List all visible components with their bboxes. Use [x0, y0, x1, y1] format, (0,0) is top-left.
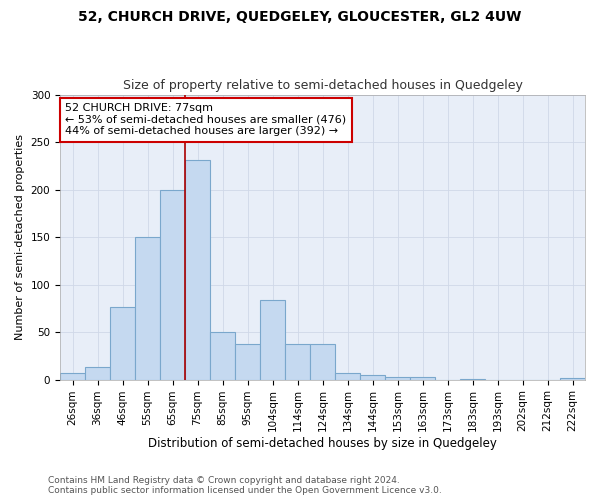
Bar — [85, 367, 110, 380]
Bar — [185, 160, 210, 380]
Bar — [160, 190, 185, 380]
Text: Contains HM Land Registry data © Crown copyright and database right 2024.
Contai: Contains HM Land Registry data © Crown c… — [48, 476, 442, 495]
Bar — [60, 373, 85, 380]
Bar — [335, 373, 360, 380]
Text: 52, CHURCH DRIVE, QUEDGELEY, GLOUCESTER, GL2 4UW: 52, CHURCH DRIVE, QUEDGELEY, GLOUCESTER,… — [79, 10, 521, 24]
Bar — [560, 378, 585, 380]
X-axis label: Distribution of semi-detached houses by size in Quedgeley: Distribution of semi-detached houses by … — [148, 437, 497, 450]
Bar — [110, 308, 135, 380]
Bar — [410, 376, 435, 380]
Bar — [135, 237, 160, 380]
Bar — [310, 344, 335, 380]
Y-axis label: Number of semi-detached properties: Number of semi-detached properties — [15, 134, 25, 340]
Bar — [385, 376, 410, 380]
Bar — [260, 300, 285, 380]
Bar — [210, 332, 235, 380]
Bar — [285, 344, 310, 380]
Bar — [235, 344, 260, 380]
Title: Size of property relative to semi-detached houses in Quedgeley: Size of property relative to semi-detach… — [122, 79, 523, 92]
Text: 52 CHURCH DRIVE: 77sqm
← 53% of semi-detached houses are smaller (476)
44% of se: 52 CHURCH DRIVE: 77sqm ← 53% of semi-det… — [65, 103, 346, 136]
Bar — [360, 375, 385, 380]
Bar — [460, 378, 485, 380]
